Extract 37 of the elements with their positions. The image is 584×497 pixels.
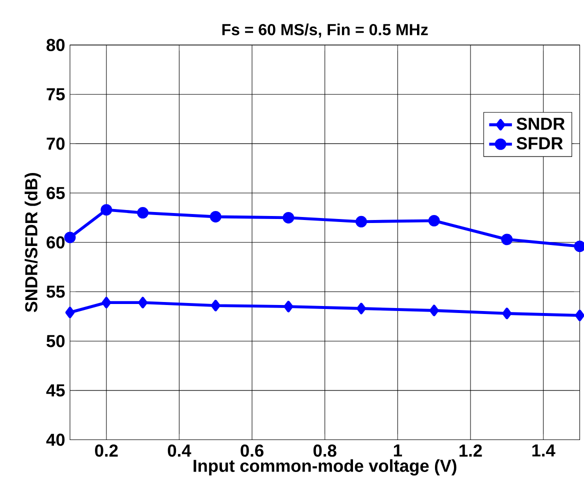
x-tick-label: 1 bbox=[394, 444, 402, 457]
x-tick-label: 0.4 bbox=[168, 444, 192, 457]
x-axis-title: Input common-mode voltage (V) bbox=[194, 459, 456, 476]
point bbox=[100, 204, 112, 216]
point bbox=[138, 296, 148, 308]
y-tick-label: 70 bbox=[46, 138, 65, 150]
point bbox=[502, 308, 512, 320]
point bbox=[428, 215, 440, 227]
point bbox=[137, 207, 149, 219]
y-axis-title: SNDR/SFDR (dB) bbox=[24, 173, 41, 312]
point bbox=[501, 234, 513, 246]
point bbox=[356, 216, 367, 228]
y-tick-label: 80 bbox=[46, 38, 65, 52]
point bbox=[64, 232, 76, 244]
point bbox=[429, 304, 439, 316]
y-tick-label: 45 bbox=[46, 384, 65, 397]
point bbox=[356, 302, 366, 314]
point bbox=[65, 306, 75, 318]
point bbox=[284, 300, 294, 312]
point bbox=[210, 300, 220, 312]
x-tick-label: 0.2 bbox=[95, 444, 118, 457]
y-tick-label: 75 bbox=[46, 88, 65, 100]
x-tick-label: 1.2 bbox=[460, 444, 482, 457]
y-tick-label: 40 bbox=[46, 434, 65, 446]
legend-label: SNDR bbox=[516, 118, 565, 130]
x-tick-label: 0.8 bbox=[314, 444, 336, 457]
y-tick-label: 65 bbox=[46, 187, 65, 200]
point bbox=[282, 212, 294, 224]
legend-label: SFDR bbox=[516, 137, 563, 150]
chart-title: Fs = 60 MS/s, Fin = 0.5 MHz bbox=[222, 24, 428, 38]
point bbox=[210, 211, 222, 223]
y-tick-label: 55 bbox=[46, 286, 65, 298]
x-tick-label: 0.6 bbox=[240, 444, 264, 457]
x-tick-label: 1.4 bbox=[532, 444, 556, 457]
y-tick-label: 50 bbox=[46, 335, 65, 348]
point bbox=[102, 296, 112, 308]
y-tick-label: 60 bbox=[46, 236, 65, 249]
